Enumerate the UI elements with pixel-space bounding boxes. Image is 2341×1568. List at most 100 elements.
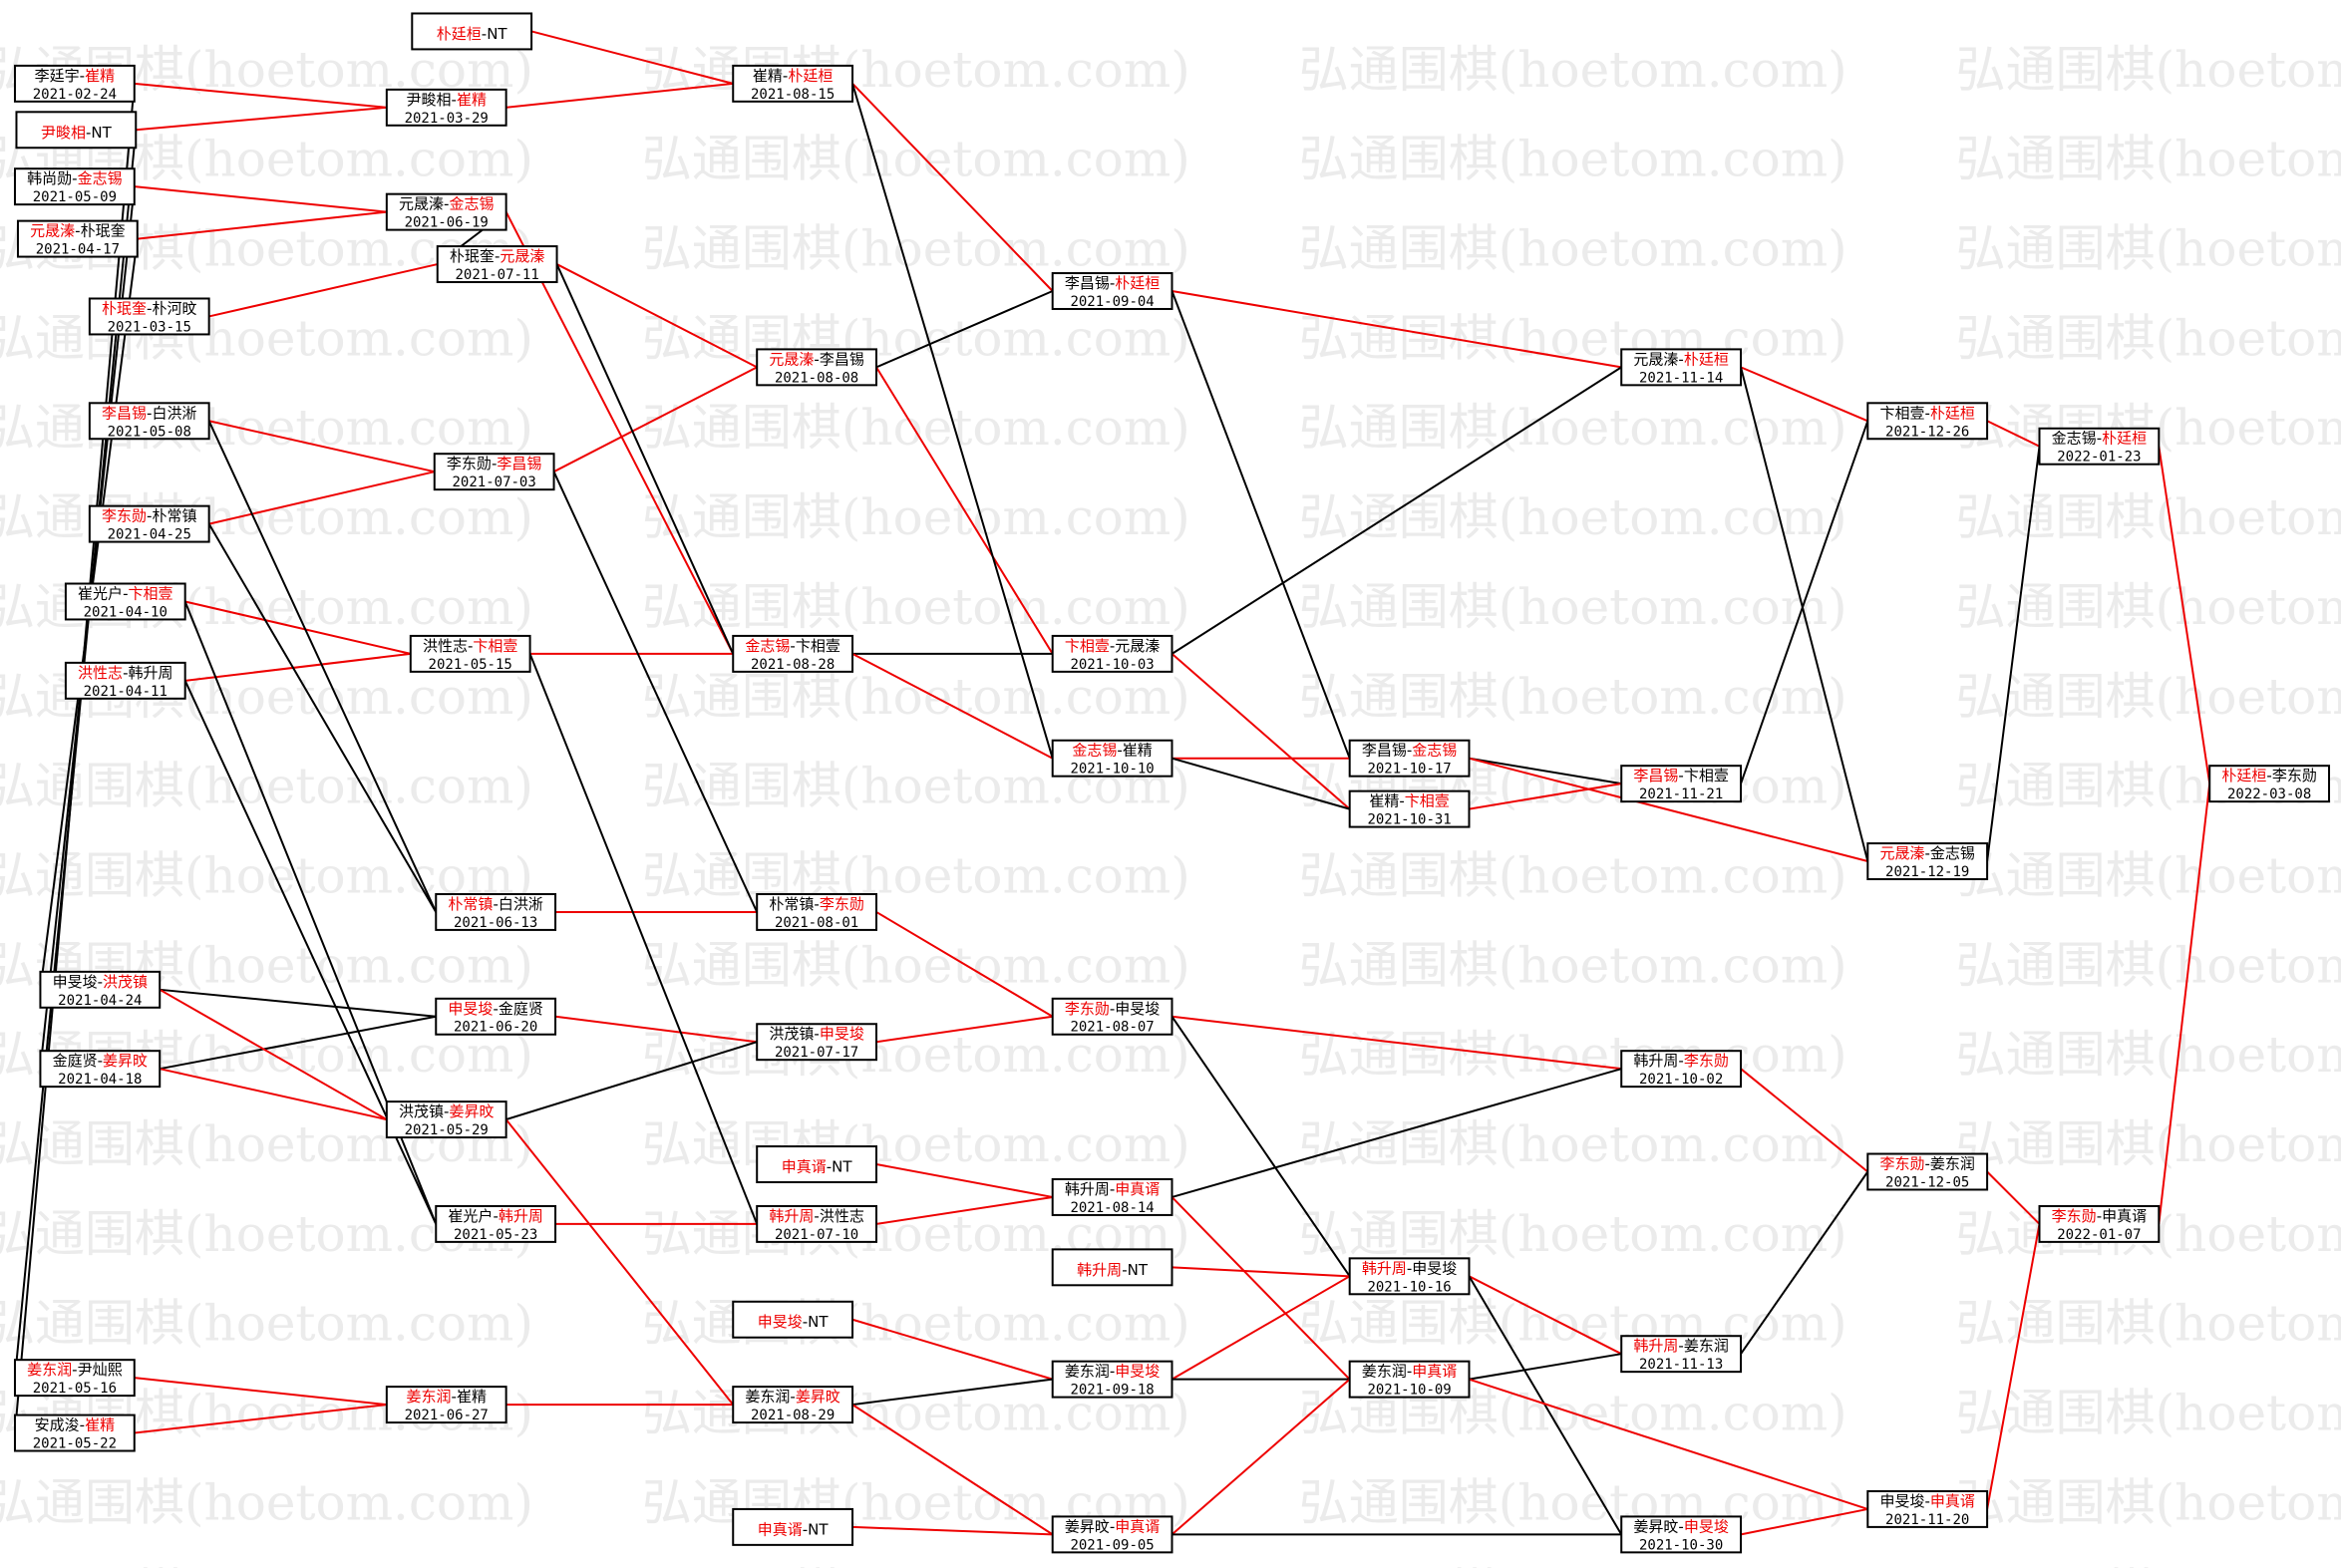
bracket-line <box>1469 757 1868 862</box>
match-box: 元晟溱-李昌锡 2021-08-08 <box>756 348 878 386</box>
player: 朴廷桓 <box>2102 430 2147 448</box>
match-border <box>435 1204 557 1243</box>
separator: - <box>468 637 473 655</box>
match-border <box>732 64 854 103</box>
separator: - <box>1924 404 1929 422</box>
separator: - <box>1407 742 1412 760</box>
separator: - <box>492 455 497 472</box>
match-players: 韩升周-NT <box>1077 1261 1149 1279</box>
match-date: 2021-10-30 <box>1639 1537 1723 1553</box>
match-box: 李昌锡-朴廷桓 2021-09-04 <box>1051 272 1173 310</box>
match-players: 崔光户-卞相壹 <box>78 584 172 602</box>
player: 申旻埈 <box>1115 1000 1160 1018</box>
match-players: 元晟溱-金志锡 <box>1879 844 1974 862</box>
match-date: 2021-05-08 <box>108 424 191 440</box>
player: 韩升周 <box>769 1207 814 1225</box>
match-box: 朴常镇-白洪淅 2021-06-13 <box>435 892 557 931</box>
player: NT <box>1128 1261 1149 1279</box>
match-border <box>1051 1248 1173 1287</box>
player: 韩升周 <box>1633 1052 1678 1070</box>
player: 李东勋 <box>1684 1052 1729 1070</box>
match-box: 韩升周-姜东润 2021-11-13 <box>1620 1335 1743 1373</box>
player: 姜昇旼 <box>103 1052 148 1070</box>
separator: - <box>493 1000 498 1018</box>
match-box: 崔精-朴廷桓 2021-08-15 <box>732 64 854 103</box>
match-date: 2021-04-24 <box>58 993 142 1009</box>
player: 申旻埈 <box>53 973 98 991</box>
separator: - <box>123 664 128 682</box>
match-players: 韩升周-申旻埈 <box>1362 1259 1457 1277</box>
watermark: 弘通围棋(hoetom.com) <box>642 1563 1190 1568</box>
player: 崔精 <box>753 67 783 85</box>
player: 金庭贤 <box>53 1052 98 1070</box>
match-players: 李东勋-申真谞 <box>2052 1207 2147 1225</box>
match-box: 李东勋-李昌锡 2021-07-03 <box>433 453 555 490</box>
match-players: 元晟溱-金志锡 <box>399 195 494 213</box>
separator: - <box>803 1313 808 1331</box>
match-date: 2021-05-15 <box>429 657 512 673</box>
watermark: 弘通围棋(hoetom.com) <box>1299 578 1847 636</box>
bracket-line <box>505 1041 758 1121</box>
match-date: 2021-11-13 <box>1639 1357 1723 1373</box>
separator: - <box>444 1102 449 1120</box>
separator: - <box>1678 350 1683 368</box>
watermark: 弘通围棋(hoetom.com) <box>642 488 1190 546</box>
bracket-line <box>208 263 438 318</box>
player: 崔精 <box>1369 792 1399 810</box>
separator: - <box>495 247 500 265</box>
match-date: 2021-06-20 <box>454 1020 537 1036</box>
bracket-line <box>160 1015 437 1071</box>
bracket-line <box>552 470 759 913</box>
match-players: 姜东润-申旻埈 <box>1065 1363 1160 1381</box>
separator: - <box>98 1052 103 1070</box>
player: 尹畯相 <box>41 124 86 142</box>
match-box: 金志锡-卞相壹 2021-08-28 <box>732 634 854 673</box>
separator: - <box>814 1025 819 1043</box>
match-date: 2021-11-21 <box>1639 786 1723 802</box>
match-border <box>756 1023 878 1062</box>
match-players: 朴廷桓-NT <box>437 25 508 43</box>
separator: - <box>1399 792 1404 810</box>
match-players: 元晟溱-李昌锡 <box>769 350 863 368</box>
watermark: 弘通围棋(hoetom.com) <box>642 41 1190 99</box>
separator: - <box>2097 1207 2102 1225</box>
match-players: 元晟溱-朴廷桓 <box>1633 350 1728 368</box>
match-box: 韩升周-NT <box>1051 1248 1173 1287</box>
bracket-line <box>851 83 1054 759</box>
match-box: 洪茂镇-申旻埈 2021-07-17 <box>756 1023 878 1062</box>
separator: - <box>1924 844 1929 862</box>
match-box: 朴常镇-李东勋 2021-08-01 <box>756 892 878 931</box>
watermark: 弘通围棋(hoetom.com) <box>642 220 1190 278</box>
watermark: 弘通围棋(hoetom.com) <box>1956 1563 2341 1568</box>
match-border <box>39 1050 162 1089</box>
bracket-line <box>556 263 758 369</box>
match-date: 2021-08-01 <box>775 915 858 931</box>
player: 金志锡 <box>1412 742 1457 760</box>
match-box: 崔光户-卞相壹 2021-04-10 <box>64 582 186 620</box>
bracket-line <box>134 1404 387 1434</box>
watermark: 弘通围棋(hoetom.com) <box>642 399 1190 457</box>
separator: - <box>1110 1363 1115 1381</box>
player: 李廷宇 <box>35 67 80 85</box>
match-date: 2022-01-23 <box>2057 450 2141 466</box>
bracket-line <box>1171 757 1350 810</box>
bracket-line <box>1740 1507 1868 1536</box>
match-box: 李廷宇-崔精 2021-02-24 <box>13 64 136 103</box>
bracket-line <box>134 82 387 109</box>
bracket-line <box>1986 420 2040 448</box>
match-box: 元晟溱-朴廷桓 2021-11-14 <box>1620 348 1743 386</box>
bracket-line <box>530 30 734 85</box>
match-players: 韩升周-洪性志 <box>769 1207 863 1225</box>
player: 李东勋 <box>447 455 492 472</box>
bracket-line <box>1170 290 1351 760</box>
match-date: 2021-04-25 <box>108 527 191 543</box>
bracket-line <box>1170 1378 1351 1536</box>
player: 朴珉奎 <box>102 299 147 317</box>
separator: - <box>1678 1517 1683 1535</box>
match-players: 李昌锡-卞相壹 <box>1633 767 1728 784</box>
watermark: 弘通围棋(hoetom.com) <box>1299 309 1847 367</box>
match-date: 2021-05-16 <box>33 1381 117 1397</box>
match-date: 2021-07-11 <box>456 267 539 283</box>
match-date: 2021-09-18 <box>1070 1383 1154 1399</box>
